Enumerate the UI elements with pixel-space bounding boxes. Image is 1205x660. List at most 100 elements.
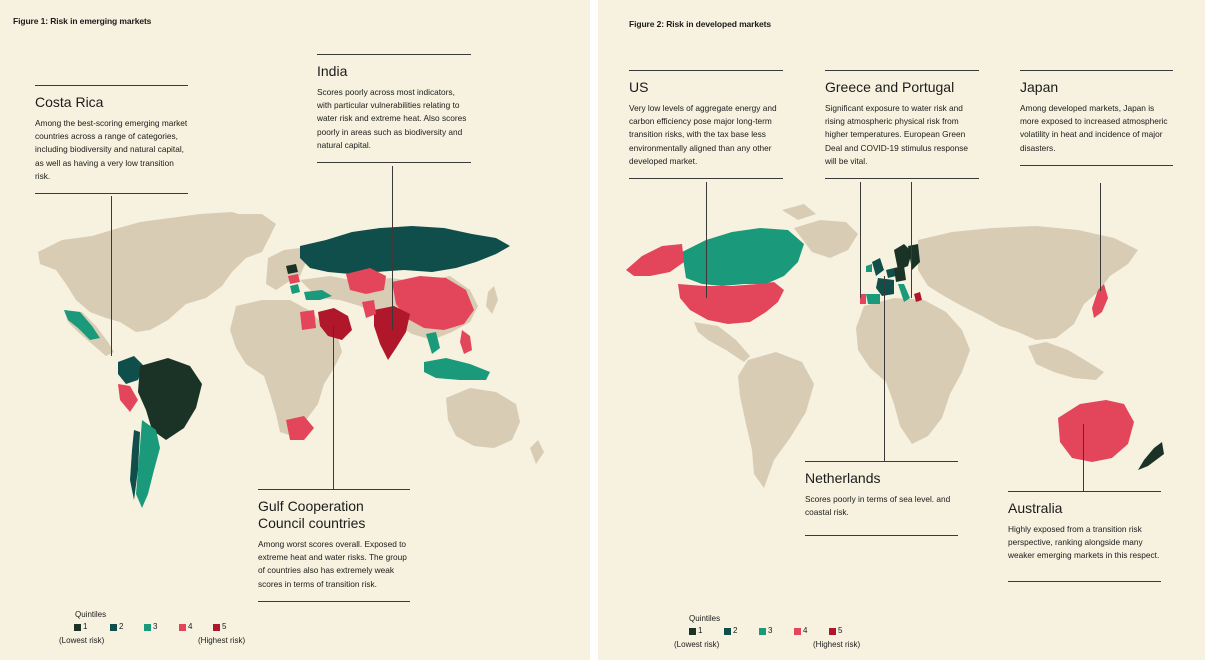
country-kazakhstan [346, 268, 386, 294]
greece-leader-line [911, 182, 912, 298]
figure1-title: Figure 1: Risk in emerging markets [13, 16, 152, 26]
callout-bottom-rule [35, 193, 188, 195]
country-poland [286, 264, 298, 274]
land-greenland [794, 220, 858, 258]
india-leader-line [392, 166, 393, 330]
callout-top-rule [35, 85, 188, 86]
land-japan [486, 286, 498, 314]
callout-top-rule [317, 54, 471, 55]
legend-label-q5: 5 [222, 622, 227, 631]
figure1-panel: Figure 1: Risk in emerging markets [0, 0, 590, 660]
country-indonesia [424, 358, 490, 380]
callout-us: US Very low levels of aggregate energy a… [629, 70, 783, 180]
country-greece [914, 292, 922, 302]
country-norway [894, 244, 912, 270]
callout-bottom-rule [317, 162, 471, 164]
australia-leader-line [1083, 424, 1084, 491]
emerging-markets-map [38, 212, 544, 508]
callout-bottom-rule [1008, 580, 1161, 582]
legend-low-label: (Lowest risk) [674, 640, 720, 649]
country-philippines [460, 330, 472, 354]
callout-japan: Japan Among developed markets, Japan is … [1020, 70, 1173, 166]
callout-top-rule [805, 461, 958, 462]
country-australia [1058, 400, 1134, 462]
country-italy [898, 284, 910, 302]
callout-top-rule [1008, 491, 1161, 492]
figure2-legend: Quintiles 1 2 3 4 5 (Lowest risk) (Highe… [674, 612, 874, 652]
legend-swatch-q1 [689, 628, 696, 635]
country-thailand [426, 332, 440, 354]
callout-top-rule [629, 70, 783, 71]
land-se-asia [1028, 342, 1104, 380]
figure2-panel: Figure 2: Risk in developed markets [598, 0, 1205, 660]
country-brazil [138, 358, 202, 440]
legend-high-label: (Highest risk) [813, 640, 861, 649]
land-africa [856, 298, 970, 444]
costa-rica-leader-line [111, 196, 112, 356]
callout-netherlands: Netherlands Scores poorly in terms of se… [805, 461, 958, 537]
callout-top-rule [258, 489, 410, 490]
land-greenland [214, 214, 276, 256]
land-arctic-islands [782, 204, 816, 220]
country-pakistan [362, 300, 376, 318]
callout-india: India Scores poorly across most indicato… [317, 54, 471, 164]
callout-body: Very low levels of aggregate energy and … [629, 103, 777, 166]
callout-greece-portugal: Greece and Portugal Significant exposure… [825, 70, 979, 180]
legend-title: Quintiles [689, 614, 721, 623]
legend-label-q2: 2 [733, 626, 738, 635]
country-uk [872, 258, 884, 276]
callout-body: Scores poorly across most indicators, wi… [317, 87, 467, 150]
legend-high-label: (Highest risk) [198, 636, 246, 645]
callout-bottom-rule [258, 600, 410, 602]
legend-label-q2: 2 [119, 622, 124, 631]
country-argentina [136, 420, 160, 508]
callout-body: Among developed markets, Japan is more e… [1020, 103, 1168, 153]
callout-australia: Australia Highly exposed from a transiti… [1008, 491, 1161, 582]
legend-swatch-q4 [179, 624, 186, 631]
quintile-fills [626, 228, 1164, 470]
netherlands-leader-line [884, 276, 885, 461]
land-new-zealand [530, 440, 544, 464]
country-russia [300, 226, 510, 274]
country-chile [130, 430, 140, 500]
callout-body: Among the best-scoring emerging market c… [35, 118, 188, 181]
callout-heading: Australia [1008, 500, 1063, 516]
callout-body: Highly exposed from a transition risk pe… [1008, 524, 1160, 561]
legend-swatch-q4 [794, 628, 801, 635]
country-egypt [300, 310, 316, 330]
country-india [374, 306, 410, 360]
legend-low-label: (Lowest risk) [59, 636, 105, 645]
callout-top-rule [1020, 70, 1173, 71]
country-ireland [866, 264, 872, 272]
legend-swatch-q1 [74, 624, 81, 631]
gcc-leader-line [333, 326, 334, 489]
callout-heading: Costa Rica [35, 94, 104, 110]
callout-body: Significant exposure to water risk and r… [825, 103, 968, 166]
callout-heading: Gulf Cooperation Council countries [258, 498, 366, 531]
country-turkey [304, 290, 332, 300]
callout-body: Among worst scores overall. Exposed to e… [258, 539, 407, 589]
country-netherlands [886, 268, 896, 278]
legend-label-q5: 5 [838, 626, 843, 635]
legend-title: Quintiles [75, 610, 107, 619]
country-greece [290, 284, 300, 294]
land-africa [230, 300, 342, 436]
land-australia [446, 388, 520, 448]
country-colombia [118, 356, 144, 384]
legend-swatch-q2 [724, 628, 731, 635]
country-peru [118, 384, 138, 412]
callout-bottom-rule [629, 178, 783, 180]
callout-costa-rica: Costa Rica Among the best-scoring emergi… [35, 85, 188, 195]
country-saudi-arabia [318, 308, 352, 340]
callout-gcc: Gulf Cooperation Council countries Among… [258, 489, 410, 602]
land-north-america [38, 212, 270, 332]
land-asia [918, 226, 1138, 340]
country-canada [682, 228, 804, 286]
land-central-america [694, 322, 750, 362]
callout-heading: US [629, 79, 649, 95]
country-japan [1092, 284, 1108, 318]
japan-leader-line [1100, 183, 1101, 291]
portugal-leader-line [860, 182, 861, 298]
legend-swatch-q5 [213, 624, 220, 631]
quintile-fills [64, 226, 510, 508]
